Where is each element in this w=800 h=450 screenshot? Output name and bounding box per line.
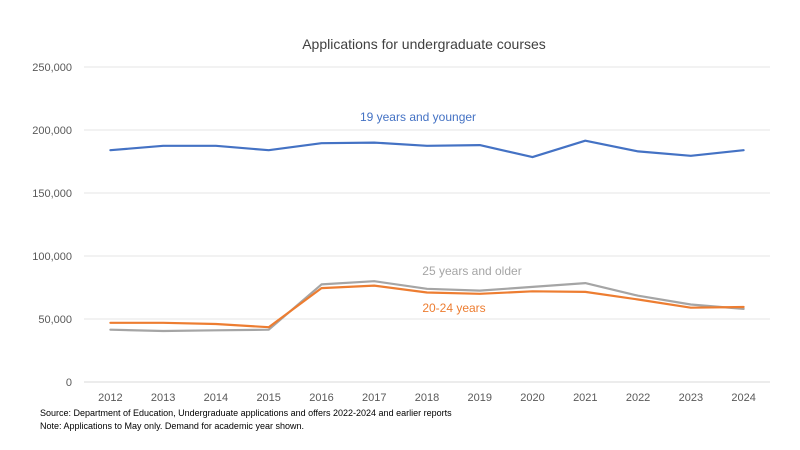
data-note: Note: Applications to May only. Demand f… — [40, 421, 304, 431]
x-tick-label: 2024 — [731, 392, 755, 404]
chart-title: Applications for undergraduate courses — [302, 36, 546, 52]
x-tick-label: 2016 — [309, 392, 333, 404]
x-tick-label: 2014 — [204, 392, 228, 404]
x-tick-label: 2023 — [679, 392, 703, 404]
y-tick-label: 250,000 — [32, 62, 72, 74]
series-line-1 — [109, 280, 745, 333]
x-tick-label: 2020 — [520, 392, 544, 404]
series-label-19-and-younger: 19 years and younger — [360, 110, 476, 124]
x-tick-label: 2015 — [256, 392, 280, 404]
y-axis-ticks: 0 50,000 100,000 150,000 200,000 250,000 — [32, 62, 72, 389]
series-line-0 — [109, 139, 745, 159]
y-tick-label: 200,000 — [32, 125, 72, 137]
series-label-25-and-older: 25 years and older — [422, 264, 521, 278]
source-note: Source: Department of Education, Undergr… — [40, 408, 452, 418]
y-tick-label: 100,000 — [32, 251, 72, 263]
x-tick-label: 2019 — [468, 392, 492, 404]
x-tick-label: 2012 — [98, 392, 122, 404]
y-tick-label: 0 — [66, 377, 72, 389]
x-tick-label: 2013 — [151, 392, 175, 404]
gridlines — [84, 66, 770, 383]
x-axis-ticks: 2012 2013 2014 2015 2016 2017 2018 2019 2020 2021… — [98, 392, 756, 404]
y-tick-label: 150,000 — [32, 188, 72, 200]
x-tick-label: 2017 — [362, 392, 386, 404]
series-lines — [109, 139, 745, 333]
x-tick-label: 2018 — [415, 392, 439, 404]
y-tick-label: 50,000 — [38, 314, 72, 326]
x-tick-label: 2021 — [573, 392, 597, 404]
series-label-20-24: 20-24 years — [422, 301, 485, 315]
x-tick-label: 2022 — [626, 392, 650, 404]
series-line-2 — [109, 284, 745, 329]
